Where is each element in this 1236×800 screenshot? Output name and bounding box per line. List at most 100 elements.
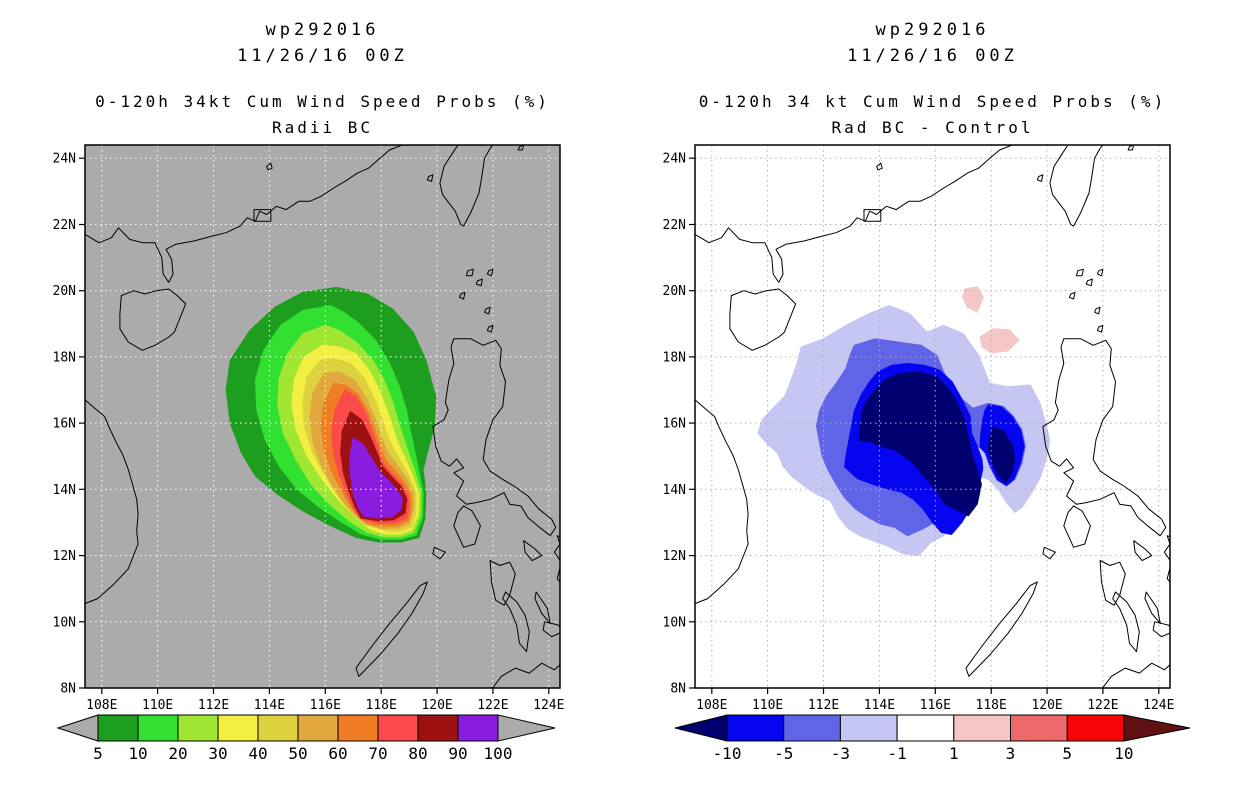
colorbar-label: 80: [408, 744, 427, 763]
colorbar-segment: [217, 714, 259, 742]
right-init-time: 11/26/16 00Z: [847, 46, 1018, 66]
contour-band-1: [962, 286, 984, 313]
lat-tick-label: 24N: [53, 152, 76, 167]
lat-tick-label: 18N: [663, 350, 686, 365]
colorbar: 5 10 20 30 40 50 60 70 80 90 100: [56, 714, 556, 763]
right-panel: wp292016 11/26/16 00Z 0-120h 34 kt Cum W…: [610, 0, 1228, 800]
colorbar-label: 20: [168, 744, 187, 763]
colorbar-label: 10: [1114, 744, 1133, 763]
axis-labels: 24N 22N 20N 18N 16N 14N 12N 10N 8N 108E 110E 112E 11…: [53, 152, 565, 713]
gridline-layer: [695, 145, 1170, 688]
colorbar-segment: [137, 714, 179, 742]
colorbar-label: 3: [1006, 744, 1016, 763]
left-product-title: 0-120h 34kt Cum Wind Speed Probs (%): [95, 92, 550, 111]
contour-band--10: [858, 371, 982, 517]
colorbar-segment: [257, 714, 299, 742]
lon-tick-label: 116E: [920, 698, 951, 713]
contour-layer: [225, 286, 437, 543]
lat-tick-label: 18N: [53, 350, 76, 365]
lat-tick-label: 22N: [663, 218, 686, 233]
contour-band-90: [349, 437, 403, 519]
colorbar-left-arrow: [56, 714, 99, 742]
right-storm-id: wp292016: [875, 20, 990, 40]
lon-tick-label: 124E: [1143, 698, 1174, 713]
colorbar-segment: [953, 714, 1011, 742]
lon-tick-label: 116E: [310, 698, 341, 713]
colorbar-label: -1: [887, 744, 906, 763]
colorbar-label: 100: [484, 744, 513, 763]
axis-labels: 24N 22N 20N 18N 16N 14N 12N 10N 8N 108E 110E 112E 11…: [663, 152, 1175, 713]
lon-tick-label: 112E: [198, 698, 229, 713]
lon-tick-label: 124E: [533, 698, 564, 713]
colorbar-label: 1: [949, 744, 959, 763]
lon-tick-label: 108E: [86, 698, 117, 713]
lon-tick-label: 120E: [421, 698, 452, 713]
colorbar-left-arrow: [674, 714, 728, 742]
colorbar-segment: [783, 714, 841, 742]
colorbar-label: 60: [328, 744, 347, 763]
colorbar-segment: [896, 714, 955, 742]
lat-tick-label: 20N: [53, 284, 76, 299]
colorbar-right-arrow: [497, 714, 556, 742]
colorbar-label: 30: [208, 744, 227, 763]
map-border: [84, 144, 561, 689]
colorbar-segment: [417, 714, 459, 742]
lat-tick-label: 16N: [53, 417, 76, 432]
lat-tick-label: 16N: [663, 417, 686, 432]
lat-tick-label: 10N: [53, 615, 76, 630]
lon-tick-label: 118E: [976, 698, 1007, 713]
lon-tick-label: 118E: [366, 698, 397, 713]
lon-tick-label: 114E: [864, 698, 895, 713]
colorbar-label: 5: [1062, 744, 1072, 763]
colorbar-label: 40: [248, 744, 267, 763]
colorbar-label: 50: [288, 744, 307, 763]
right-product-variant: Rad BC - Control: [831, 118, 1034, 137]
contour-band--10: [987, 425, 1016, 484]
lat-tick-label: 8N: [60, 682, 76, 697]
lat-tick-label: 22N: [53, 218, 76, 233]
colorbar-label: -5: [774, 744, 793, 763]
lon-tick-label: 122E: [477, 698, 508, 713]
left-map: 24N 22N 20N 18N 16N 14N 12N 10N 8N 108E 110E 112E 11…: [53, 144, 565, 763]
lat-tick-label: 14N: [663, 483, 686, 498]
left-product-variant: Radii BC: [271, 118, 374, 137]
lon-tick-label: 108E: [696, 698, 727, 713]
colorbar-segment: [1010, 714, 1068, 742]
colorbar-segment: [297, 714, 339, 742]
axis-layer: [689, 157, 1160, 694]
contour-layer: [757, 286, 1051, 557]
lat-tick-label: 8N: [670, 682, 686, 697]
lon-tick-label: 112E: [808, 698, 839, 713]
lat-tick-label: 12N: [53, 549, 76, 564]
map-border: [694, 144, 1171, 689]
colorbar-label: -10: [713, 744, 742, 763]
right-product-title: 0-120h 34 kt Cum Wind Speed Probs (%): [698, 92, 1167, 111]
lon-tick-label: 120E: [1031, 698, 1062, 713]
colorbar-label: -3: [831, 744, 850, 763]
left-panel: wp292016 11/26/16 00Z 0-120h 34kt Cum Wi…: [53, 20, 565, 763]
lat-tick-label: 20N: [663, 284, 686, 299]
gridline-layer: [85, 145, 560, 688]
left-storm-id: wp292016: [265, 20, 380, 40]
colorbar-segment: [1066, 714, 1125, 742]
colorbar-label: 70: [368, 744, 387, 763]
colorbar-label: 5: [93, 744, 103, 763]
coastline-layer: [85, 145, 560, 688]
lat-tick-label: 10N: [663, 615, 686, 630]
colorbar-segment: [839, 714, 898, 742]
contour-band-1: [979, 328, 1020, 354]
axis-layer: [79, 157, 550, 694]
lat-tick-label: 14N: [53, 483, 76, 498]
colorbar-segment: [337, 714, 379, 742]
colorbar-label: 10: [128, 744, 147, 763]
colorbar-segment: [726, 714, 785, 742]
colorbar-label: 90: [448, 744, 467, 763]
colorbar-segment: [97, 714, 139, 742]
colorbar-segment: [377, 714, 419, 742]
colorbar-segment: [177, 714, 219, 742]
lon-tick-label: 110E: [752, 698, 783, 713]
colorbar-segment: [457, 714, 499, 742]
lon-tick-label: 114E: [254, 698, 285, 713]
